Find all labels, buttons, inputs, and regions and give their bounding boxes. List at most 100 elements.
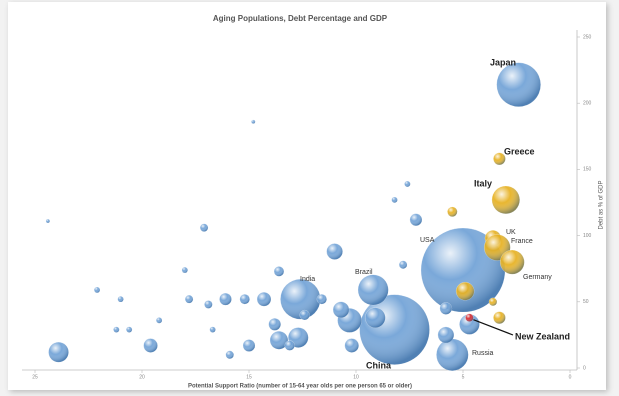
bubble [93, 286, 101, 294]
bubble-shine [357, 274, 389, 306]
annotation: Germany [523, 274, 552, 281]
y-tick-label: 200 [583, 101, 592, 107]
bubble [398, 260, 408, 269]
bubble [437, 326, 455, 344]
bubble [48, 341, 69, 363]
y-tick-label: 0 [583, 365, 586, 371]
annotation: Russia [472, 350, 494, 357]
bubble-shine [284, 340, 295, 351]
bubble-shine [143, 338, 158, 353]
bubble [409, 213, 423, 226]
bubble [268, 318, 281, 331]
bubble [326, 243, 343, 260]
bubble-shine [239, 294, 250, 305]
plot-area: 25 20 15 10 5 0050100150200250JapanGreeceItal… [22, 30, 592, 380]
bubble [455, 281, 475, 301]
bubble [117, 295, 124, 303]
bubble [344, 338, 359, 353]
bubble-shine [365, 307, 386, 328]
bubble-shine [200, 223, 209, 232]
bubble-shine [94, 286, 100, 293]
x-tick-label: 25 [32, 374, 38, 380]
bubble [251, 119, 256, 124]
bubble-shine [404, 181, 411, 187]
bubble-shine [274, 266, 284, 277]
bubble [113, 326, 120, 333]
bubble [280, 278, 321, 320]
bubble [125, 326, 133, 333]
bubble-shine [209, 326, 216, 333]
bubble [45, 218, 50, 224]
bubble [316, 293, 327, 305]
bubble [155, 317, 163, 324]
annotation: UK [506, 229, 516, 236]
bubble-shine [181, 267, 188, 273]
bubble-shine [219, 293, 232, 306]
x-tick-label: 20 [139, 374, 145, 380]
annotation: France [511, 238, 533, 245]
bubble-shine [156, 317, 163, 324]
bubble [219, 292, 232, 306]
bubble-shine [493, 311, 506, 324]
annotation: Japan [490, 57, 516, 67]
bubble-shine [447, 206, 458, 217]
bubble [491, 185, 520, 215]
bubble-shine [251, 119, 256, 124]
bubble-shine [126, 326, 133, 333]
bubble-shine [493, 152, 506, 165]
bubble [332, 301, 350, 319]
bubble [239, 293, 250, 305]
bubble-shine [500, 250, 525, 275]
annotation: USA [420, 237, 435, 244]
bubble [299, 309, 310, 321]
x-tick-label: 10 [353, 374, 359, 380]
bubble-shine [257, 292, 271, 307]
bubble [488, 297, 498, 307]
bubble-shine [185, 295, 194, 304]
bubble-shine [491, 185, 520, 214]
bubble-shine [409, 213, 422, 226]
bubble [391, 196, 398, 204]
annotation: India [300, 276, 315, 283]
x-tick-label: 0 [569, 374, 572, 380]
bubble-shine [280, 279, 321, 320]
bubble [439, 302, 453, 315]
bubble-shine [268, 318, 281, 331]
bubble [493, 152, 506, 166]
bubble [465, 313, 474, 322]
bubble-shine [459, 314, 480, 335]
bubble-shine [496, 62, 541, 107]
bubble [269, 330, 289, 350]
bubble-shine [359, 294, 430, 365]
bubble-shine [399, 260, 408, 269]
bubble [420, 227, 506, 313]
annotation: China [366, 360, 392, 370]
bubble-shine [45, 219, 50, 223]
bubble [242, 339, 256, 352]
bubble-shine [391, 196, 398, 203]
bubble [499, 249, 525, 275]
bubble [364, 307, 386, 328]
annotation-arrow [473, 319, 514, 336]
bubble [359, 294, 430, 365]
bubble [225, 350, 234, 359]
bubble [496, 62, 541, 107]
y-tick-label: 100 [583, 233, 592, 239]
bubble [204, 300, 213, 309]
bubble [447, 206, 458, 217]
bubble-shine [299, 310, 310, 320]
bubble [273, 266, 285, 277]
bubble [436, 338, 469, 371]
bubble-shine [344, 338, 359, 353]
bubble-shine [439, 302, 452, 315]
bubble-shine [48, 342, 69, 363]
bubble-shine [225, 350, 234, 359]
bubble-shine [204, 300, 213, 309]
bubble-shine [436, 338, 469, 371]
bubble-shine [456, 282, 475, 301]
bubble-shine [465, 313, 474, 322]
annotation: Italy [474, 178, 492, 188]
bubble [493, 311, 506, 324]
